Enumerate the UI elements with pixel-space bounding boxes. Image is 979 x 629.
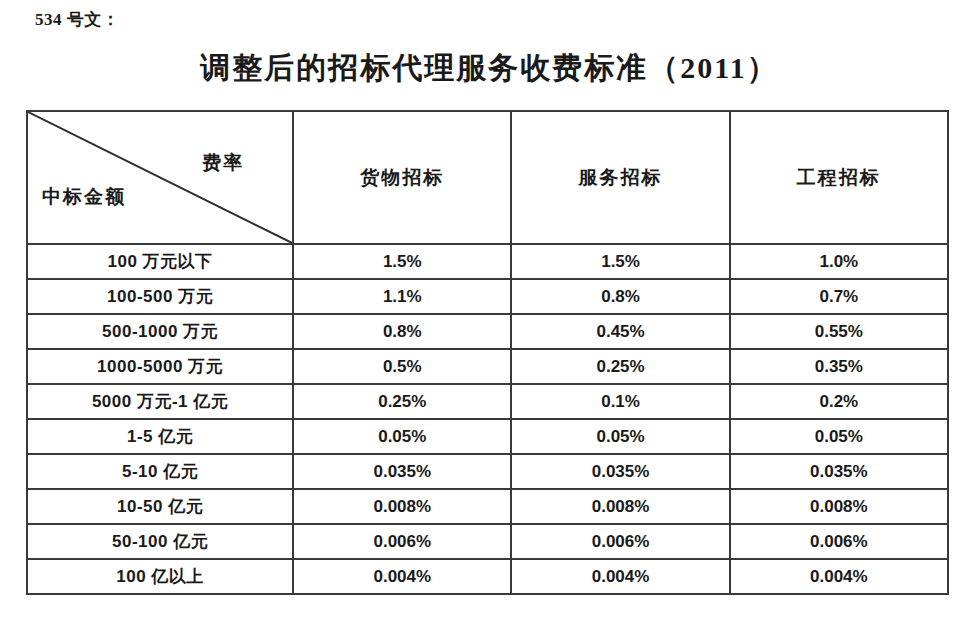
fee-value: 0.7%: [730, 279, 948, 314]
fee-value: 0.2%: [730, 384, 948, 419]
header-rate-label: 费率: [202, 150, 244, 176]
fee-value: 0.8%: [293, 314, 511, 349]
table-row: 5-10 亿元 0.035% 0.035% 0.035%: [27, 454, 948, 489]
table-row: 1-5 亿元 0.05% 0.05% 0.05%: [27, 419, 948, 454]
fee-value: 0.006%: [730, 524, 948, 559]
table-row: 100-500 万元 1.1% 0.8% 0.7%: [27, 279, 948, 314]
fee-value: 0.25%: [511, 349, 729, 384]
fee-value: 1.1%: [293, 279, 511, 314]
fee-value: 0.35%: [730, 349, 948, 384]
row-label: 100 亿以上: [27, 559, 293, 594]
diagonal-divider-line: [28, 112, 292, 243]
fee-value: 0.004%: [511, 559, 729, 594]
fee-value: 0.035%: [511, 454, 729, 489]
column-header-services: 服务招标: [511, 111, 729, 244]
table-row: 1000-5000 万元 0.5% 0.25% 0.35%: [27, 349, 948, 384]
fee-value: 0.008%: [511, 489, 729, 524]
fee-value: 0.5%: [293, 349, 511, 384]
fee-value: 0.008%: [293, 489, 511, 524]
fee-value: 0.004%: [730, 559, 948, 594]
table-row: 100 亿以上 0.004% 0.004% 0.004%: [27, 559, 948, 594]
row-label: 100-500 万元: [27, 279, 293, 314]
fee-value: 0.1%: [511, 384, 729, 419]
table-row: 5000 万元-1 亿元 0.25% 0.1% 0.2%: [27, 384, 948, 419]
row-label: 100 万元以下: [27, 244, 293, 279]
header-row: 费率 中标金额 货物招标 服务招标 工程招标: [27, 111, 948, 244]
row-label: 500-1000 万元: [27, 314, 293, 349]
fee-table: 费率 中标金额 货物招标 服务招标 工程招标 100 万元以下 1.5% 1.5…: [26, 110, 949, 595]
header-amount-label: 中标金额: [42, 184, 126, 210]
fee-value: 1.0%: [730, 244, 948, 279]
row-label: 5000 万元-1 亿元: [27, 384, 293, 419]
fee-value: 1.5%: [511, 244, 729, 279]
doc-number-label: 534 号文：: [35, 8, 119, 31]
table-row: 10-50 亿元 0.008% 0.008% 0.008%: [27, 489, 948, 524]
row-label: 5-10 亿元: [27, 454, 293, 489]
fee-value: 0.55%: [730, 314, 948, 349]
column-header-goods: 货物招标: [293, 111, 511, 244]
fee-value: 0.8%: [511, 279, 729, 314]
fee-value: 0.004%: [293, 559, 511, 594]
table-row: 500-1000 万元 0.8% 0.45% 0.55%: [27, 314, 948, 349]
row-label: 50-100 亿元: [27, 524, 293, 559]
row-label: 1-5 亿元: [27, 419, 293, 454]
table-row: 50-100 亿元 0.006% 0.006% 0.006%: [27, 524, 948, 559]
fee-value: 0.035%: [730, 454, 948, 489]
row-label: 10-50 亿元: [27, 489, 293, 524]
fee-value: 0.008%: [730, 489, 948, 524]
diagonal-header-cell: 费率 中标金额: [27, 111, 293, 244]
row-label: 1000-5000 万元: [27, 349, 293, 384]
fee-value: 0.05%: [511, 419, 729, 454]
fee-value: 0.25%: [293, 384, 511, 419]
table-row: 100 万元以下 1.5% 1.5% 1.0%: [27, 244, 948, 279]
fee-value: 0.006%: [293, 524, 511, 559]
document-page: 534 号文： 调整后的招标代理服务收费标准（2011） 费率 中标金额 货物招…: [0, 0, 979, 629]
fee-value: 0.45%: [511, 314, 729, 349]
fee-value: 1.5%: [293, 244, 511, 279]
fee-value: 0.05%: [730, 419, 948, 454]
fee-value: 0.006%: [511, 524, 729, 559]
column-header-engineering: 工程招标: [730, 111, 948, 244]
fee-value: 0.05%: [293, 419, 511, 454]
page-title: 调整后的招标代理服务收费标准（2011）: [0, 48, 979, 89]
fee-value: 0.035%: [293, 454, 511, 489]
